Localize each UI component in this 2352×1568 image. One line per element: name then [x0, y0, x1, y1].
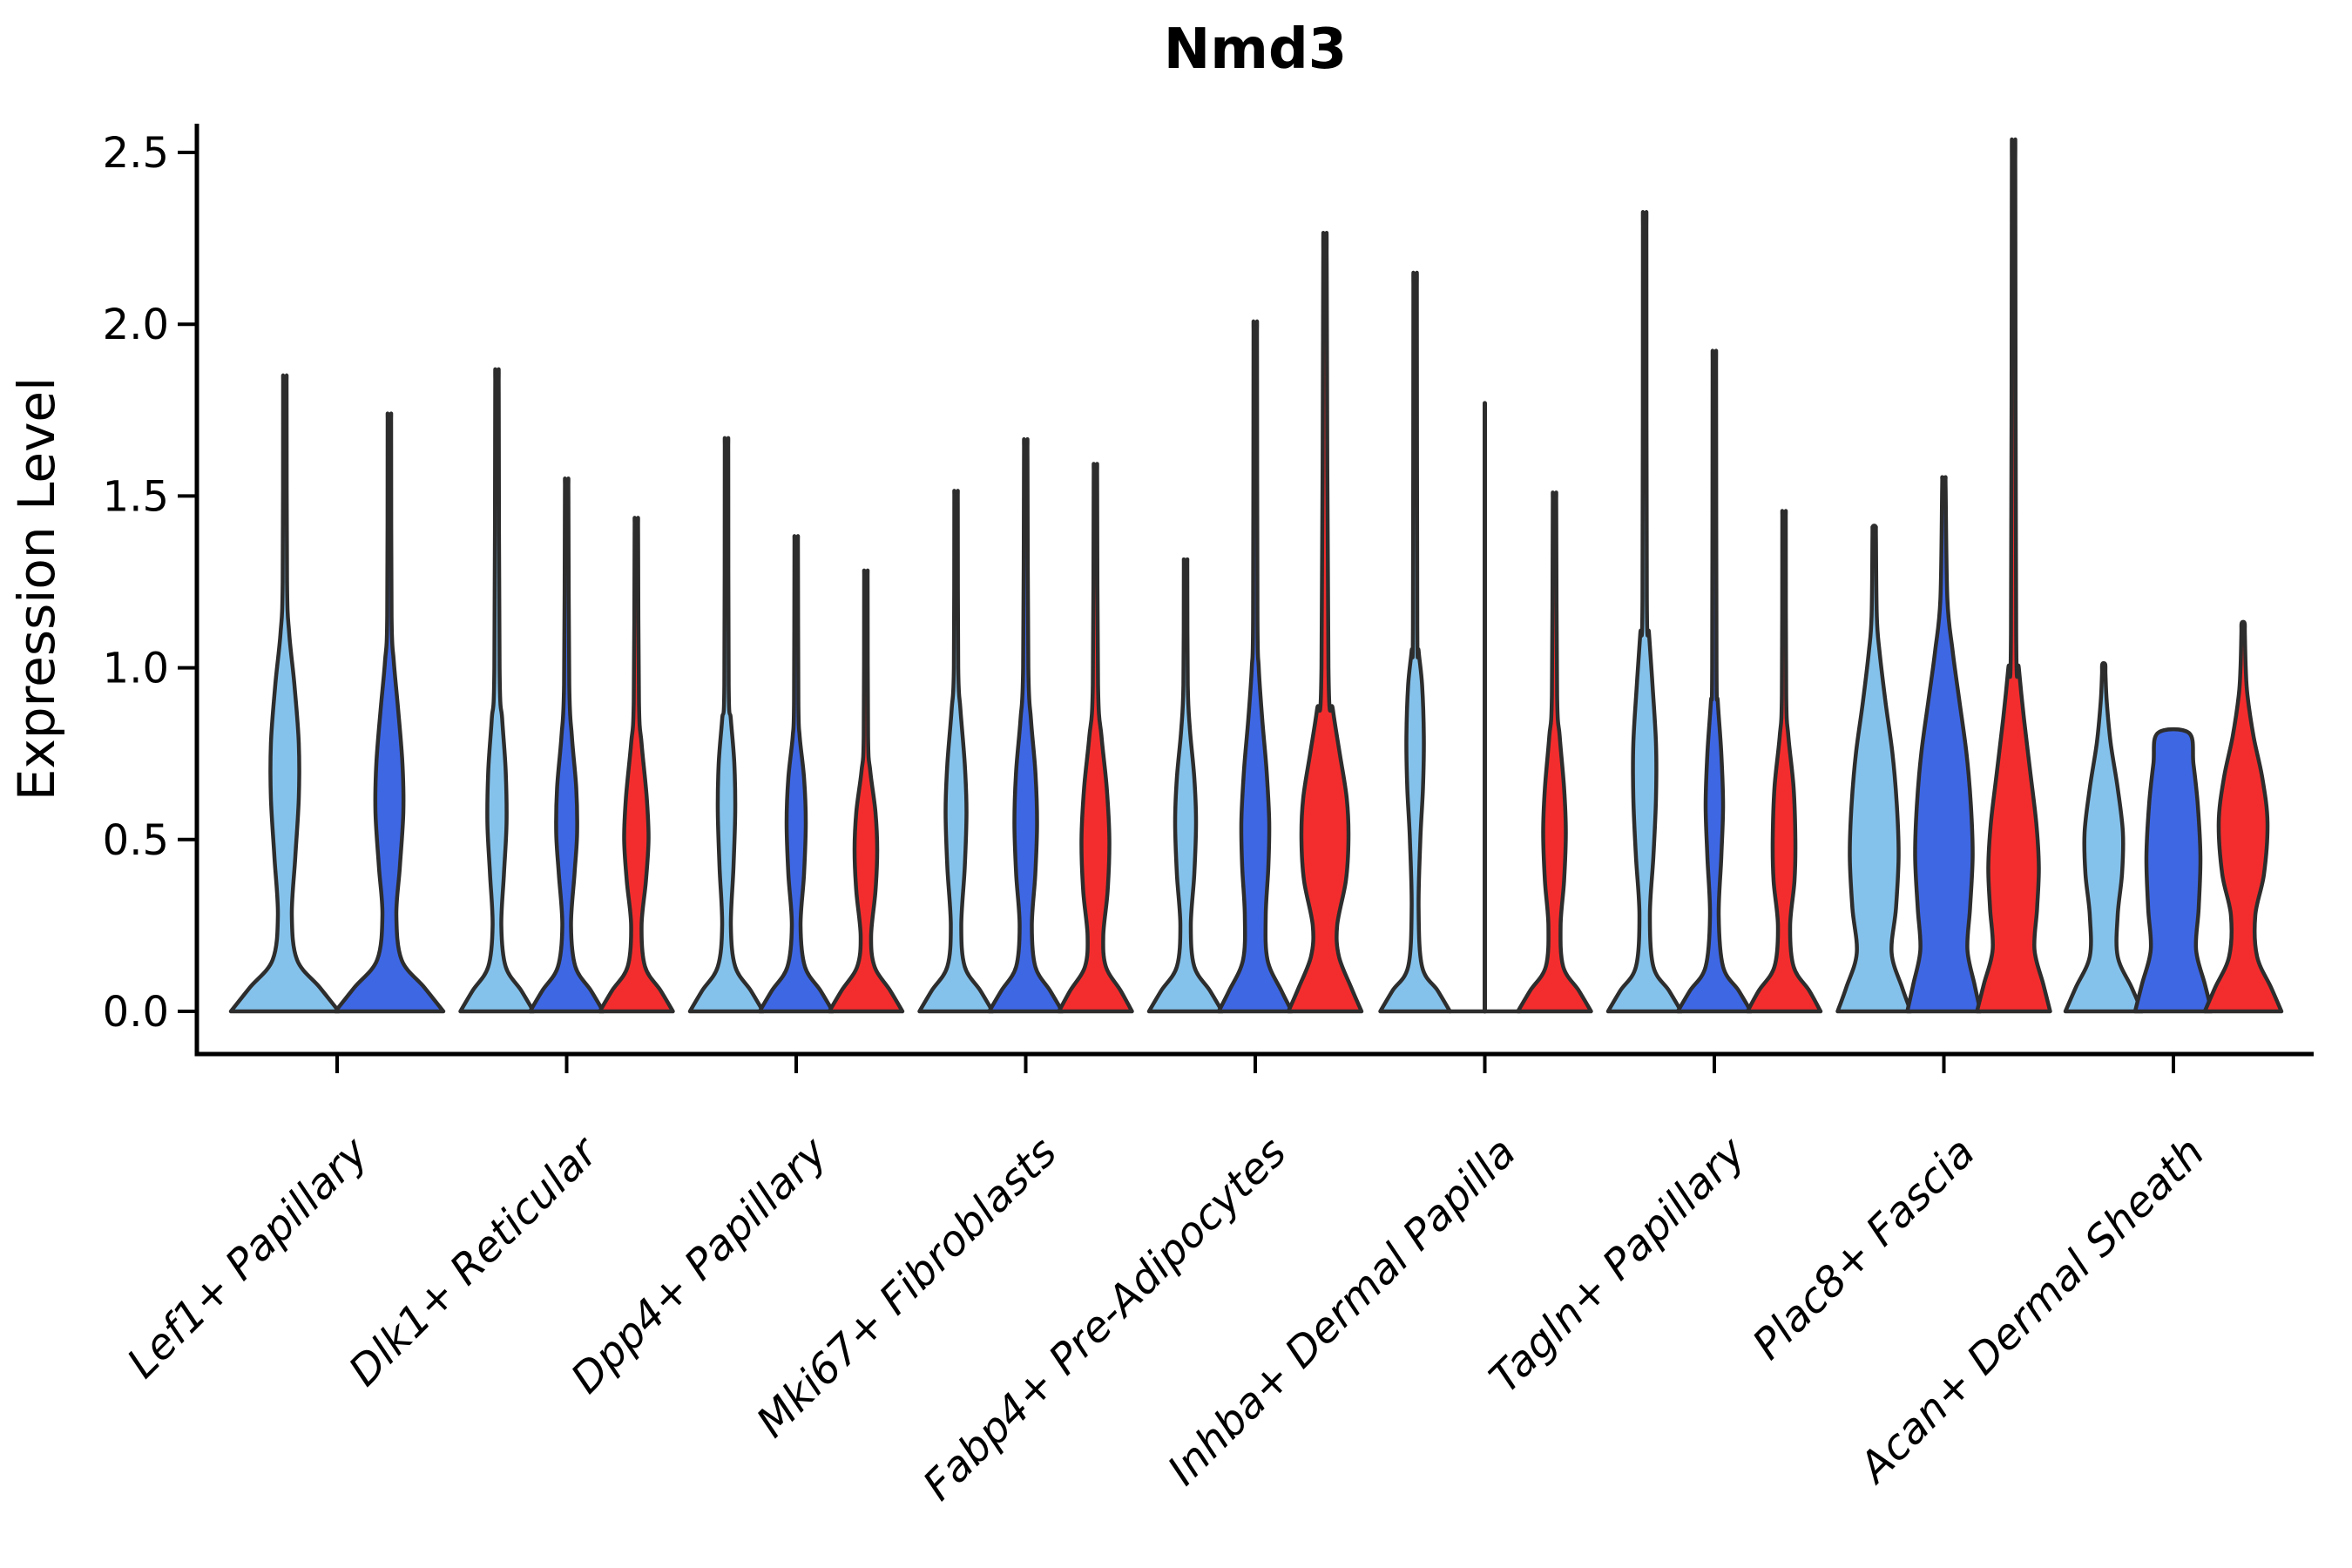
violin — [1605, 210, 1684, 1014]
violin — [2132, 727, 2214, 1014]
y-axis-label: Expression Level — [7, 377, 66, 801]
y-tick-label: 2.5 — [103, 129, 169, 178]
violin — [1378, 270, 1452, 1014]
violin — [333, 411, 446, 1014]
violin — [1286, 231, 1364, 1014]
violin — [1146, 557, 1225, 1014]
violin — [827, 568, 905, 1014]
x-tick-label: Plac8+ Fascia — [1743, 1128, 1984, 1369]
x-tick-label: Dpp4+ Papillary — [562, 1127, 837, 1402]
violin — [917, 489, 995, 1014]
y-tick-label: 2.0 — [103, 301, 169, 349]
x-tick-label: Lef1+ Papillary — [118, 1127, 378, 1388]
violin — [1835, 524, 1913, 1014]
chart-title: Nmd3 — [1164, 17, 1348, 82]
violin — [1057, 462, 1134, 1014]
y-tick-label: 0.5 — [103, 816, 169, 865]
violin — [598, 516, 675, 1014]
violin — [528, 476, 605, 1014]
violin-series — [228, 137, 2284, 1014]
x-tick-label: Tagln+ Papillary — [1480, 1127, 1755, 1402]
violin — [2202, 619, 2284, 1014]
y-tick-label: 1.0 — [103, 645, 169, 693]
y-tick-label: 0.0 — [103, 988, 169, 1037]
x-tick-label: Dlk1+ Reticular — [340, 1126, 610, 1396]
violin — [987, 437, 1064, 1014]
y-tick-label: 1.5 — [103, 472, 169, 521]
violin — [1516, 490, 1593, 1014]
violin — [228, 373, 341, 1014]
violin — [1745, 509, 1823, 1014]
violin — [757, 534, 835, 1014]
violin — [687, 436, 766, 1014]
violin — [1216, 319, 1294, 1014]
violin — [2063, 660, 2145, 1014]
violin — [458, 367, 536, 1014]
violin — [1975, 137, 2052, 1014]
violin — [1675, 348, 1754, 1014]
violin — [1905, 475, 1983, 1014]
x-tick-label: Fabp4+ Pre-Adipocytes — [914, 1128, 1296, 1511]
